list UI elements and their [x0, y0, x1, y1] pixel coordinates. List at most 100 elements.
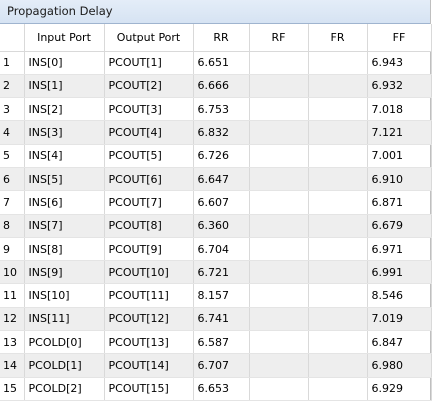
fr-cell[interactable]: [308, 74, 368, 99]
output-port-cell[interactable]: PCOUT[11]: [104, 283, 194, 308]
table-row[interactable]: 5 INS[4] PCOUT[5] 6.726 7.001: [0, 144, 432, 168]
table-row[interactable]: 11 INS[10] PCOUT[11] 8.157 8.546: [0, 283, 432, 308]
row-number-cell[interactable]: 15: [0, 377, 25, 401]
row-number-cell[interactable]: 5: [0, 144, 25, 168]
input-port-cell[interactable]: INS[1]: [24, 74, 105, 99]
rr-cell[interactable]: 6.832: [193, 120, 250, 145]
table-row[interactable]: 9 INS[8] PCOUT[9] 6.704 6.971: [0, 237, 432, 262]
ff-cell[interactable]: 7.001: [367, 144, 432, 168]
rr-cell[interactable]: 6.753: [193, 97, 250, 122]
ff-cell[interactable]: 6.943: [367, 51, 432, 75]
output-port-cell[interactable]: PCOUT[13]: [104, 330, 194, 355]
rf-cell[interactable]: [249, 377, 309, 401]
output-port-cell[interactable]: PCOUT[2]: [104, 74, 194, 99]
fr-cell[interactable]: [308, 144, 368, 168]
table-row[interactable]: 3 INS[2] PCOUT[3] 6.753 7.018: [0, 97, 432, 122]
table-row[interactable]: 10 INS[9] PCOUT[10] 6.721 6.991: [0, 260, 432, 285]
ff-cell[interactable]: 7.121: [367, 120, 432, 145]
rr-cell[interactable]: 6.607: [193, 190, 250, 215]
input-port-cell[interactable]: INS[10]: [24, 283, 105, 308]
fr-cell[interactable]: [308, 260, 368, 285]
input-port-cell[interactable]: INS[11]: [24, 307, 105, 332]
rr-cell[interactable]: 6.647: [193, 167, 250, 192]
output-port-cell[interactable]: PCOUT[15]: [104, 377, 194, 401]
fr-cell[interactable]: [308, 167, 368, 192]
output-port-cell[interactable]: PCOUT[5]: [104, 144, 194, 168]
rf-cell[interactable]: [249, 120, 309, 145]
ff-cell[interactable]: 6.679: [367, 214, 432, 238]
rf-cell[interactable]: [249, 260, 309, 285]
input-port-cell[interactable]: INS[4]: [24, 144, 105, 168]
output-port-cell[interactable]: PCOUT[10]: [104, 260, 194, 285]
input-port-cell[interactable]: PCOLD[1]: [24, 353, 105, 378]
output-port-cell[interactable]: PCOUT[3]: [104, 97, 194, 122]
column-header-rr[interactable]: RR: [193, 24, 250, 52]
row-number-cell[interactable]: 14: [0, 353, 25, 378]
output-port-cell[interactable]: PCOUT[14]: [104, 353, 194, 378]
rr-cell[interactable]: 6.704: [193, 237, 250, 262]
output-port-cell[interactable]: PCOUT[8]: [104, 214, 194, 238]
rr-cell[interactable]: 6.651: [193, 51, 250, 75]
fr-cell[interactable]: [308, 214, 368, 238]
ff-cell[interactable]: 6.847: [367, 330, 432, 355]
fr-cell[interactable]: [308, 283, 368, 308]
input-port-cell[interactable]: INS[9]: [24, 260, 105, 285]
table-row[interactable]: 7 INS[6] PCOUT[7] 6.607 6.871: [0, 190, 432, 215]
table-row[interactable]: 12 INS[11] PCOUT[12] 6.741 7.019: [0, 307, 432, 332]
rr-cell[interactable]: 6.707: [193, 353, 250, 378]
fr-cell[interactable]: [308, 51, 368, 75]
fr-cell[interactable]: [308, 190, 368, 215]
fr-cell[interactable]: [308, 307, 368, 332]
rr-cell[interactable]: 8.157: [193, 283, 250, 308]
column-header-ff[interactable]: FF: [367, 24, 432, 52]
rf-cell[interactable]: [249, 51, 309, 75]
row-number-cell[interactable]: 10: [0, 260, 25, 285]
rf-cell[interactable]: [249, 307, 309, 332]
ff-cell[interactable]: 6.980: [367, 353, 432, 378]
rf-cell[interactable]: [249, 144, 309, 168]
fr-cell[interactable]: [308, 377, 368, 401]
output-port-cell[interactable]: PCOUT[1]: [104, 51, 194, 75]
column-header-output-port[interactable]: Output Port: [104, 24, 194, 52]
input-port-cell[interactable]: INS[5]: [24, 167, 105, 192]
rf-cell[interactable]: [249, 283, 309, 308]
column-header-index[interactable]: [0, 24, 25, 52]
table-row[interactable]: 8 INS[7] PCOUT[8] 6.360 6.679: [0, 214, 432, 238]
row-number-cell[interactable]: 1: [0, 51, 25, 75]
rf-cell[interactable]: [249, 237, 309, 262]
row-number-cell[interactable]: 4: [0, 120, 25, 145]
output-port-cell[interactable]: PCOUT[12]: [104, 307, 194, 332]
row-number-cell[interactable]: 7: [0, 190, 25, 215]
column-header-input-port[interactable]: Input Port: [24, 24, 105, 52]
rr-cell[interactable]: 6.587: [193, 330, 250, 355]
ff-cell[interactable]: 7.018: [367, 97, 432, 122]
output-port-cell[interactable]: PCOUT[4]: [104, 120, 194, 145]
input-port-cell[interactable]: INS[7]: [24, 214, 105, 238]
input-port-cell[interactable]: PCOLD[2]: [24, 377, 105, 401]
ff-cell[interactable]: 6.971: [367, 237, 432, 262]
row-number-cell[interactable]: 13: [0, 330, 25, 355]
row-number-cell[interactable]: 8: [0, 214, 25, 238]
rr-cell[interactable]: 6.653: [193, 377, 250, 401]
rf-cell[interactable]: [249, 74, 309, 99]
output-port-cell[interactable]: PCOUT[9]: [104, 237, 194, 262]
output-port-cell[interactable]: PCOUT[6]: [104, 167, 194, 192]
input-port-cell[interactable]: INS[2]: [24, 97, 105, 122]
fr-cell[interactable]: [308, 353, 368, 378]
input-port-cell[interactable]: INS[8]: [24, 237, 105, 262]
column-header-fr[interactable]: FR: [308, 24, 368, 52]
fr-cell[interactable]: [308, 120, 368, 145]
ff-cell[interactable]: 6.871: [367, 190, 432, 215]
ff-cell[interactable]: 6.991: [367, 260, 432, 285]
input-port-cell[interactable]: PCOLD[0]: [24, 330, 105, 355]
table-row[interactable]: 13 PCOLD[0] PCOUT[13] 6.587 6.847: [0, 330, 432, 355]
row-number-cell[interactable]: 6: [0, 167, 25, 192]
rr-cell[interactable]: 6.726: [193, 144, 250, 168]
rr-cell[interactable]: 6.666: [193, 74, 250, 99]
table-row[interactable]: 15 PCOLD[2] PCOUT[15] 6.653 6.929: [0, 377, 432, 401]
input-port-cell[interactable]: INS[3]: [24, 120, 105, 145]
fr-cell[interactable]: [308, 237, 368, 262]
table-row[interactable]: 1 INS[0] PCOUT[1] 6.651 6.943: [0, 51, 432, 75]
fr-cell[interactable]: [308, 330, 368, 355]
column-header-rf[interactable]: RF: [249, 24, 309, 52]
